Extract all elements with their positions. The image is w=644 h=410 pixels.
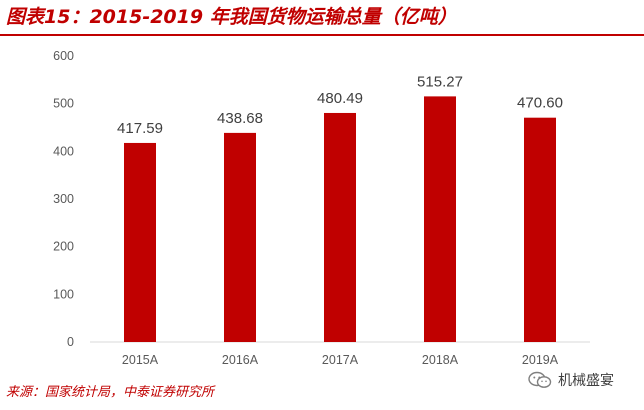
x-tick-label: 2017A — [322, 353, 359, 367]
chart-title: 图表15：2015-2019 年我国货物运输总量（亿吨） — [6, 6, 457, 28]
watermark: 机械盛宴 — [528, 370, 614, 390]
data-label: 480.49 — [317, 90, 363, 107]
bar — [324, 112, 356, 342]
x-tick-label: 2016A — [222, 353, 259, 367]
watermark-text: 机械盛宴 — [558, 373, 614, 389]
data-label: 470.60 — [517, 95, 563, 112]
y-tick-label: 400 — [53, 144, 74, 158]
x-tick-label: 2019A — [522, 353, 559, 367]
source-note: 来源：国家统计局，中泰证券研究所 — [6, 385, 215, 400]
data-label: 417.59 — [117, 120, 163, 137]
y-tick-label: 100 — [53, 287, 74, 301]
data-label: 515.27 — [417, 73, 463, 90]
data-label: 438.68 — [217, 110, 263, 127]
wechat-icon — [528, 371, 552, 388]
bar — [224, 132, 256, 342]
y-tick-label: 600 — [53, 49, 74, 63]
x-tick-label: 2015A — [122, 353, 159, 367]
bar — [424, 96, 456, 342]
bar — [124, 142, 156, 342]
y-tick-label: 200 — [53, 240, 74, 254]
y-tick-label: 0 — [67, 335, 74, 349]
y-tick-label: 500 — [53, 97, 74, 111]
title-divider — [0, 34, 644, 36]
bar — [524, 117, 556, 342]
x-tick-label: 2018A — [422, 353, 459, 367]
y-tick-label: 300 — [53, 192, 74, 206]
